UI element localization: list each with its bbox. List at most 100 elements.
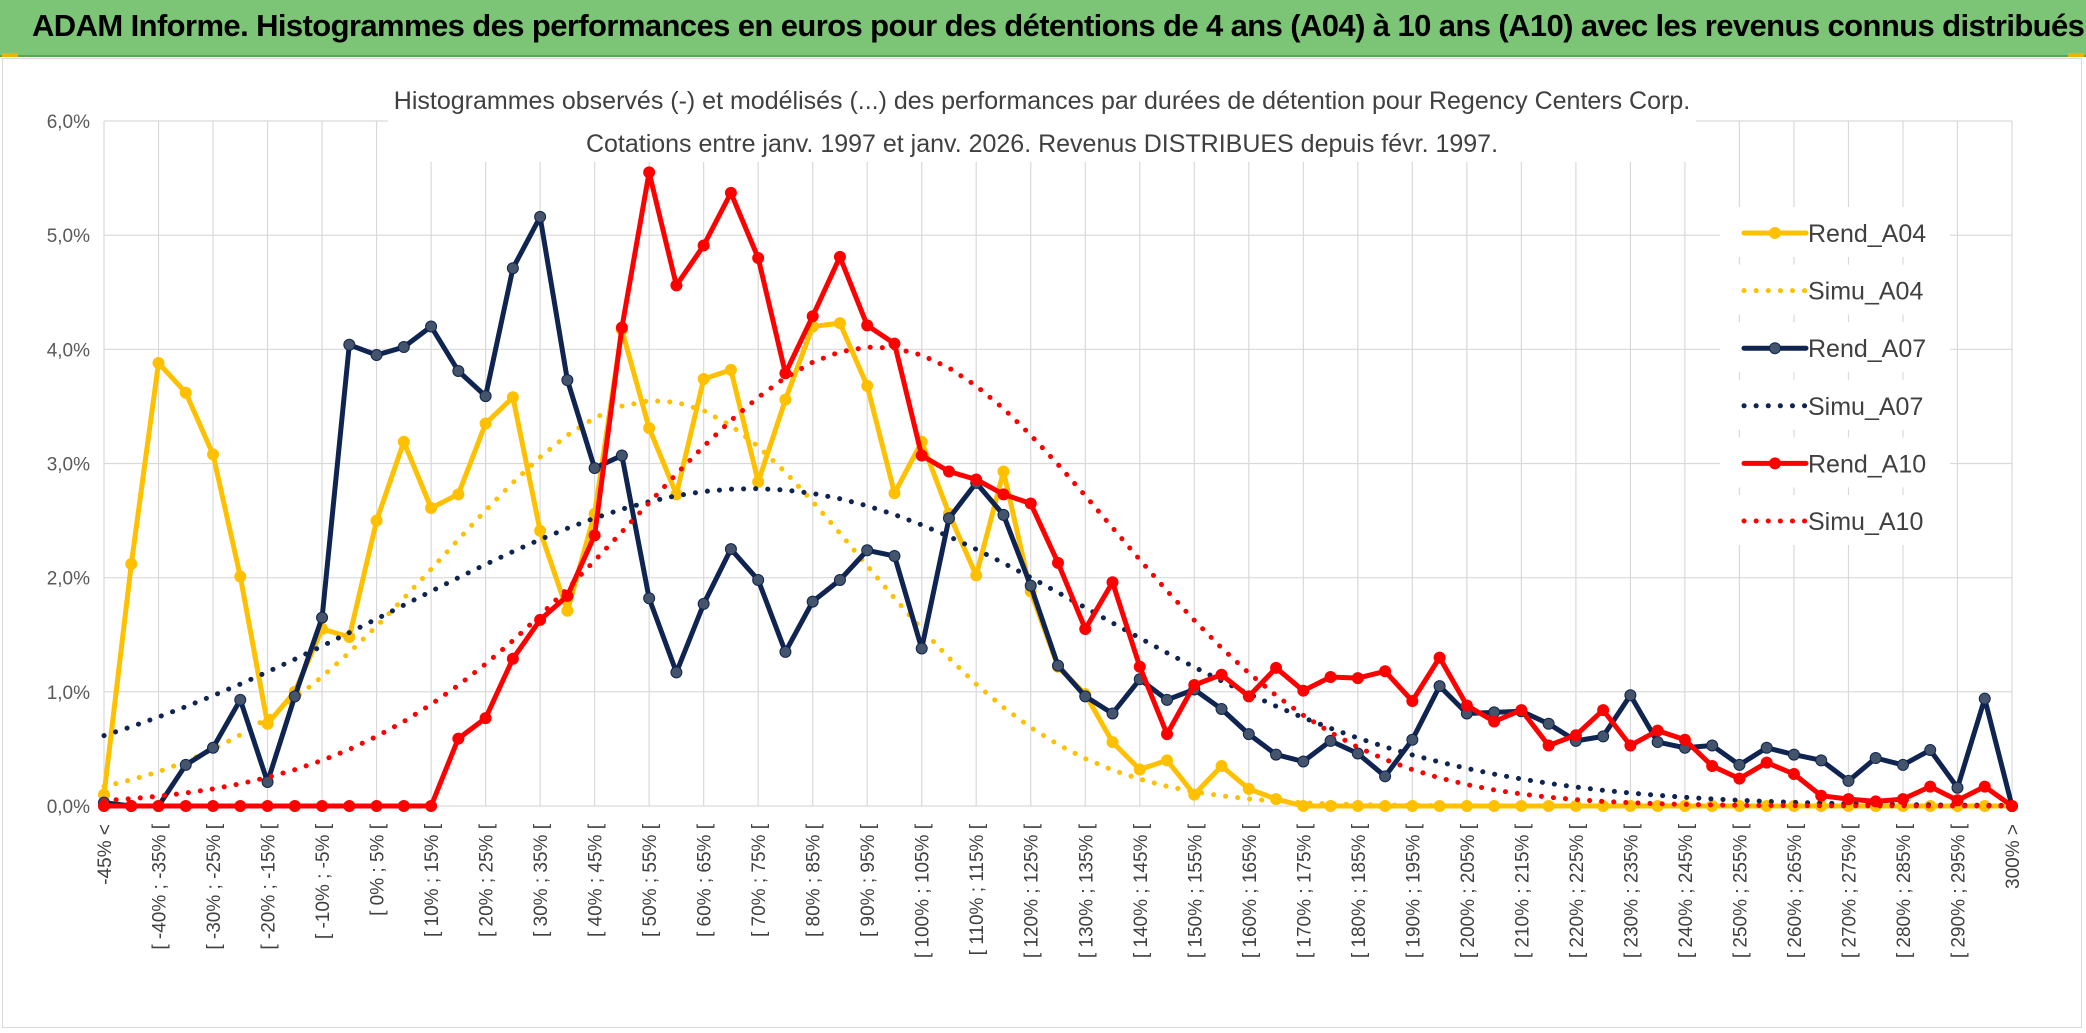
data-point-rend-a10 xyxy=(1678,733,1691,746)
data-point-rend-a10 xyxy=(1760,756,1773,769)
data-point-rend-a04 xyxy=(861,379,874,392)
data-point-rend-a04 xyxy=(1297,800,1310,812)
data-point-rend-a07 xyxy=(1706,739,1719,752)
data-point-rend-a07 xyxy=(1215,702,1228,715)
data-point-rend-a10 xyxy=(1978,780,1991,793)
data-point-rend-a07 xyxy=(697,597,710,610)
data-point-rend-a10 xyxy=(1406,694,1419,707)
data-point-rend-a10 xyxy=(1733,772,1746,785)
x-tick-label: [ 120% ; 125% [ xyxy=(1022,823,1043,958)
data-point-rend-a07 xyxy=(1024,579,1037,592)
data-point-rend-a04 xyxy=(506,391,519,404)
legend-label-rend-a10: Rend_A10 xyxy=(1808,450,1926,478)
data-point-rend-a07 xyxy=(343,338,356,351)
data-point-rend-a10 xyxy=(1052,556,1064,569)
data-point-rend-a10 xyxy=(1488,715,1501,728)
data-point-rend-a07 xyxy=(1297,755,1310,768)
data-point-rend-a04 xyxy=(1161,754,1174,767)
data-point-rend-a10 xyxy=(1896,793,1909,806)
x-tick-label: [ 30% ; 35% [ xyxy=(531,823,552,937)
data-point-rend-a10 xyxy=(724,186,737,199)
data-point-rend-a07 xyxy=(1951,781,1964,794)
data-point-rend-a04 xyxy=(1242,782,1255,795)
data-point-rend-a10 xyxy=(152,800,165,812)
data-point-rend-a10 xyxy=(1706,760,1719,773)
data-point-rend-a07 xyxy=(1242,728,1255,741)
data-point-rend-a07 xyxy=(534,210,547,223)
data-point-rend-a10 xyxy=(1351,672,1364,685)
data-point-rend-a10 xyxy=(752,252,765,264)
x-tick-label: [ 260% ; 265% [ xyxy=(1785,823,1806,958)
data-point-rend-a10 xyxy=(697,239,710,252)
data-point-rend-a07 xyxy=(1161,693,1174,706)
data-point-rend-a10 xyxy=(125,800,138,812)
data-point-rend-a10 xyxy=(915,449,928,462)
x-tick-label: -45% < xyxy=(95,824,116,885)
data-point-rend-a07 xyxy=(1351,747,1364,760)
x-tick-label: [ 180% ; 185% [ xyxy=(1349,823,1370,958)
data-point-rend-a07 xyxy=(179,758,192,771)
data-point-rend-a07 xyxy=(1079,690,1092,703)
data-point-rend-a10 xyxy=(1597,704,1610,717)
data-point-rend-a07 xyxy=(1433,680,1446,693)
data-point-rend-a04 xyxy=(779,393,792,406)
y-tick-label: 2,0% xyxy=(47,569,90,590)
data-point-rend-a07 xyxy=(561,374,574,387)
data-point-rend-a07 xyxy=(1052,659,1064,672)
data-point-rend-a04 xyxy=(207,448,220,461)
data-point-rend-a07 xyxy=(670,666,683,679)
data-point-rend-a07 xyxy=(1787,748,1800,761)
data-point-rend-a10 xyxy=(1161,728,1174,741)
legend-label-simu-a10: Simu_A10 xyxy=(1808,508,1923,536)
header-banner: ADAM Informe. Histogrammes des performan… xyxy=(0,0,2086,57)
corner-mark-left xyxy=(2,53,18,57)
data-point-rend-a04 xyxy=(697,373,710,386)
data-point-rend-a07 xyxy=(452,365,465,378)
x-tick-label: [ -10% ; -5% [ xyxy=(313,823,334,939)
data-point-rend-a04 xyxy=(425,502,438,515)
x-tick-label: [ 280% ; 285% [ xyxy=(1894,823,1915,958)
data-point-rend-a07 xyxy=(615,449,628,462)
data-point-rend-a07 xyxy=(833,573,846,586)
data-point-rend-a10 xyxy=(1324,670,1337,683)
x-tick-label: [ 50% ; 55% [ xyxy=(640,823,661,937)
x-tick-label: [ 220% ; 225% [ xyxy=(1567,823,1588,958)
y-tick-label: 0,0% xyxy=(47,797,90,818)
data-point-rend-a10 xyxy=(1024,497,1037,510)
legend-marker-rend-a07 xyxy=(1769,342,1781,355)
data-point-rend-a10 xyxy=(1270,661,1283,674)
data-point-rend-a07 xyxy=(425,320,438,333)
data-point-rend-a07 xyxy=(1924,744,1937,757)
data-point-rend-a10 xyxy=(370,800,383,812)
data-point-rend-a10 xyxy=(234,800,247,812)
data-point-rend-a07 xyxy=(1760,741,1773,754)
data-point-rend-a07 xyxy=(997,508,1010,521)
data-point-rend-a04 xyxy=(397,435,410,448)
data-point-rend-a10 xyxy=(1297,684,1310,697)
data-point-rend-a07 xyxy=(1651,736,1664,749)
data-point-rend-a10 xyxy=(1079,623,1092,636)
data-point-rend-a10 xyxy=(615,321,628,334)
data-point-rend-a07 xyxy=(207,741,220,754)
x-tick-label: [ 10% ; 15% [ xyxy=(422,823,443,937)
data-point-rend-a10 xyxy=(316,800,329,812)
data-point-rend-a07 xyxy=(888,549,901,562)
data-point-rend-a10 xyxy=(506,652,519,665)
x-tick-label: [ 290% ; 295% [ xyxy=(1948,823,1969,958)
data-point-rend-a10 xyxy=(425,800,438,812)
data-point-rend-a04 xyxy=(1215,760,1228,773)
data-point-rend-a07 xyxy=(1978,692,1991,705)
data-point-rend-a07 xyxy=(1106,707,1119,720)
data-point-rend-a07 xyxy=(1270,748,1283,761)
data-point-rend-a07 xyxy=(397,341,410,354)
data-point-rend-a07 xyxy=(806,595,819,608)
data-point-rend-a10 xyxy=(288,800,301,812)
chart-frame xyxy=(2,58,2082,1028)
x-tick-label: [ 20% ; 25% [ xyxy=(477,823,498,937)
data-point-rend-a04 xyxy=(1106,736,1119,749)
x-tick-label: [ 40% ; 45% [ xyxy=(586,823,607,937)
data-point-rend-a04 xyxy=(1488,800,1501,812)
data-point-rend-a10 xyxy=(207,800,220,812)
y-tick-label: 6,0% xyxy=(47,112,90,133)
